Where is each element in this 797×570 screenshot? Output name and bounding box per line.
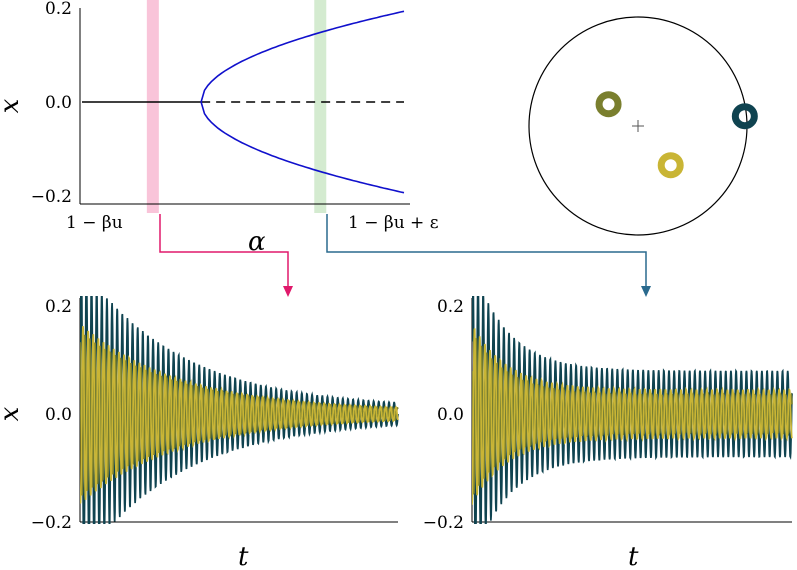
ts2-x-label: t [628, 542, 639, 570]
ts2-lines [472, 296, 793, 524]
highlight-band-pink [146, 0, 159, 213]
teal-arrow [326, 214, 647, 292]
pink-arrow-head [283, 286, 293, 297]
timeseries-damped-panel: 0.2 0.0 −0.2 t x [0, 296, 399, 570]
ts-y-tick-label: 0.0 [45, 405, 72, 425]
ts-series-1 [80, 296, 399, 524]
ring-point-1 [595, 91, 622, 118]
ts-y-tick-label: −0.2 [423, 513, 464, 533]
x-tick-label-left: 1 − βu [66, 213, 123, 233]
ts2-y-ticks: 0.2 0.0 −0.2 [423, 297, 464, 533]
ts-y-tick-label: 0.0 [437, 405, 464, 425]
bif-y-tick-label: 0.2 [45, 0, 72, 19]
pink-arrow [159, 214, 289, 292]
ring-center-plus [632, 120, 644, 132]
bif-x-label: α [248, 227, 266, 257]
bif-y-tick-label: −0.2 [31, 187, 72, 207]
ts1-x-label: t [238, 542, 249, 570]
ring-point-3 [731, 103, 758, 130]
ring-panel [528, 16, 758, 236]
timeseries-oscillating-panel: 0.2 0.0 −0.2 t [423, 296, 793, 570]
bif-upper-branch [200, 10, 405, 103]
bifurcation-panel: 0.2 0.0 −0.2 1 − βu 1 − βu + ε α x [0, 0, 439, 257]
ts-series-3 [80, 325, 399, 504]
bif-lines [82, 10, 405, 194]
bif-y-ticks: 0.2 0.0 −0.2 [31, 0, 72, 207]
ts1-y-label: x [0, 406, 25, 421]
bif-lower-branch [200, 101, 405, 194]
ts-y-tick-label: 0.2 [45, 297, 72, 317]
bif-y-label: x [0, 98, 25, 113]
ts-series-3 [472, 328, 793, 505]
x-tick-label-right: 1 − βu + ε [348, 213, 439, 233]
connector-arrows [159, 214, 651, 297]
bif-y-tick-label: 0.0 [45, 93, 72, 113]
teal-arrow-head [641, 286, 651, 297]
ts1-lines [80, 296, 399, 524]
ts-y-tick-label: −0.2 [31, 513, 72, 533]
ring-points [595, 91, 758, 179]
ring-point-2 [657, 152, 684, 179]
ts1-y-ticks: 0.2 0.0 −0.2 [31, 297, 72, 533]
highlight-band-green [314, 0, 327, 213]
ts-y-tick-label: 0.2 [437, 297, 464, 317]
